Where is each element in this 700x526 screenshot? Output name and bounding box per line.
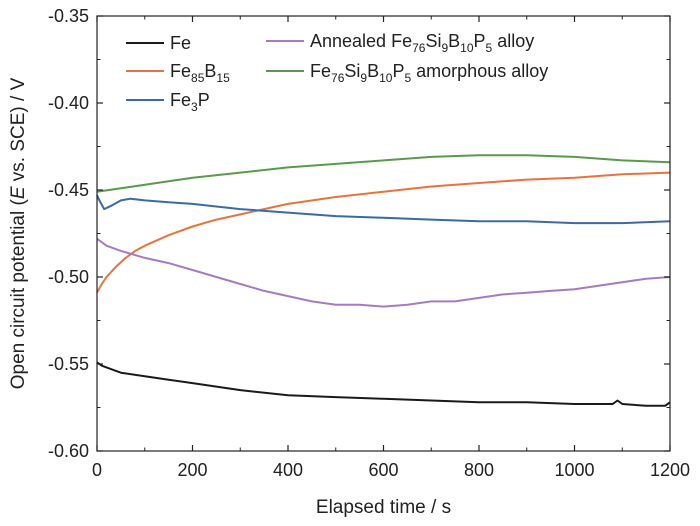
y-tick-label: -0.55 — [48, 354, 89, 374]
label-text: Fe — [170, 90, 191, 110]
x-tick-label: 0 — [92, 460, 102, 480]
subscript-text: 15 — [216, 71, 230, 85]
y-tick-label: -0.50 — [48, 267, 89, 287]
series-line-fe85b15 — [96, 171, 671, 294]
x-tick-label: 400 — [273, 460, 303, 480]
subscript-text: 85 — [191, 71, 205, 85]
axes: 0 200 400 600 800 1000 1200 -0.60 -0.55 -0.50 -0.4… — [8, 6, 690, 518]
series-line-amorphous — [96, 154, 671, 193]
subscript-text: 5 — [404, 71, 411, 85]
series-line-fe — [96, 361, 671, 407]
legend-label-annealed: Annealed Fe76​Si9​B10​P5​ alloy — [310, 31, 534, 55]
label-text: P — [392, 61, 404, 81]
y-axis-title: Open circuit potential (E vs. SCE) / V — [8, 77, 29, 389]
label-text: B — [448, 31, 460, 51]
legend-label-fe: Fe — [170, 33, 191, 53]
x-axis-title: Elapsed time / s — [316, 497, 451, 518]
italic-text: E — [8, 186, 29, 199]
plot-area — [96, 154, 671, 407]
x-tick-label: 1200 — [650, 460, 690, 480]
label-text: Fe — [310, 61, 331, 81]
subscript-text: 9 — [360, 71, 367, 85]
series-line-fe3p — [96, 194, 671, 225]
label-text: B — [367, 61, 379, 81]
x-tick-label: 200 — [177, 460, 207, 480]
subscript-text: 3 — [191, 100, 198, 114]
series-line-annealed — [96, 237, 671, 308]
x-tick-label: 1000 — [554, 460, 594, 480]
label-text: P — [474, 31, 486, 51]
y-tick-label: -0.45 — [48, 180, 89, 200]
y-tick-label: -0.40 — [48, 93, 89, 113]
label-text: Si — [425, 31, 441, 51]
y-tick-label: -0.60 — [48, 441, 89, 461]
subscript-text: 76 — [412, 41, 426, 55]
label-text: alloy — [492, 31, 534, 51]
subscript-text: 5 — [486, 41, 493, 55]
label-text: Fe — [170, 61, 191, 81]
legend-label-amorphous: Fe76​Si9​B10​P5​ amorphous alloy — [310, 61, 548, 85]
legend-label-fe3p: Fe3​P — [170, 90, 210, 114]
label-text: vs. SCE) / V — [8, 77, 29, 186]
legend-label-fe85b15: Fe85​B15​ — [170, 61, 230, 85]
label-text: amorphous alloy — [411, 61, 548, 81]
subscript-text: 9 — [441, 41, 448, 55]
x-tick-label: 800 — [464, 460, 494, 480]
y-tick-label: -0.35 — [48, 6, 89, 26]
subscript-text: 10 — [379, 71, 393, 85]
label-text: Open circuit potential ( — [8, 199, 29, 390]
subscript-text: 10 — [460, 41, 474, 55]
label-text: B — [204, 61, 216, 81]
label-text: Annealed Fe — [310, 31, 412, 51]
label-text: Fe — [170, 33, 191, 53]
x-tick-label: 600 — [368, 460, 398, 480]
subscript-text: 76 — [331, 71, 345, 85]
label-text: P — [198, 90, 210, 110]
label-text: Si — [344, 61, 360, 81]
